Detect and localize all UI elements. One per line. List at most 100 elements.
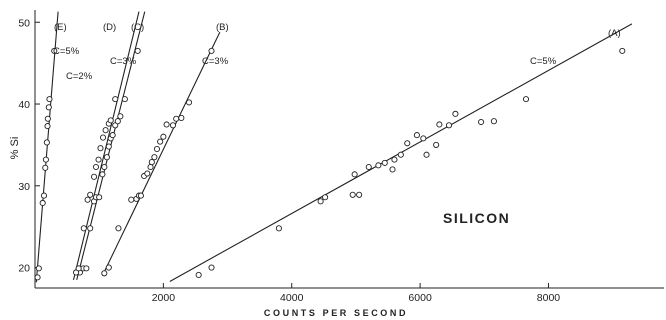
y-tick-label: 20 xyxy=(18,263,30,275)
data-point-e xyxy=(44,123,51,130)
y-tick-label: 40 xyxy=(18,99,30,111)
data-point-c xyxy=(117,113,124,120)
x-axis-label: COUNTS PER SECOND xyxy=(264,308,408,318)
data-point-b xyxy=(101,270,108,277)
fit-line-e xyxy=(35,11,59,283)
data-point-e xyxy=(42,156,49,163)
data-points xyxy=(34,47,626,281)
data-point-e xyxy=(39,199,46,207)
data-point-a xyxy=(420,135,427,142)
axes xyxy=(34,10,664,289)
y-axis-ticks: 20 30 40 50 xyxy=(18,17,40,275)
data-point-a xyxy=(351,171,358,178)
data-point-d xyxy=(84,196,91,203)
data-point-a xyxy=(375,162,382,169)
y-tick-label: 30 xyxy=(18,181,30,193)
data-point-d xyxy=(75,265,82,272)
series-name-e: (E) xyxy=(54,22,67,33)
data-point-e xyxy=(34,274,41,281)
series-name-b: (B) xyxy=(216,22,229,33)
data-point-e xyxy=(46,96,53,103)
data-point-d xyxy=(97,145,104,152)
data-point-b xyxy=(148,159,155,166)
data-point-e xyxy=(35,265,42,272)
data-point-d xyxy=(107,117,114,124)
series-name-d: (D) xyxy=(103,22,116,33)
data-point-d xyxy=(112,96,119,103)
data-point-a xyxy=(452,110,459,117)
data-point-a xyxy=(389,166,396,173)
data-point-a xyxy=(275,225,282,232)
data-point-e xyxy=(43,139,50,146)
data-point-c xyxy=(109,132,116,139)
data-point-d xyxy=(95,156,102,163)
data-point-b xyxy=(157,138,164,145)
data-point-d xyxy=(102,127,109,134)
x-tick-label: 4000 xyxy=(280,292,304,304)
data-point-d xyxy=(90,173,98,180)
data-point-b xyxy=(208,47,215,54)
data-point-a xyxy=(397,151,404,158)
data-point-a xyxy=(381,159,388,166)
data-point-b xyxy=(147,163,154,171)
series-annotation-b: C=3% xyxy=(202,56,229,67)
data-point-b xyxy=(144,170,151,177)
data-point-a xyxy=(365,163,372,171)
data-point-a xyxy=(490,118,497,125)
data-point-e xyxy=(45,104,52,111)
data-point-e xyxy=(44,115,51,122)
data-point-b xyxy=(160,133,167,140)
series-annotation-d: C=2% xyxy=(66,71,93,82)
data-point-a xyxy=(433,141,440,148)
data-point-a xyxy=(619,47,626,54)
data-point-c xyxy=(114,118,121,125)
data-point-b xyxy=(153,145,160,153)
data-point-c xyxy=(103,154,110,161)
data-point-b xyxy=(151,154,158,161)
series-name-a: (A) xyxy=(608,28,621,39)
data-point-a xyxy=(208,264,215,271)
x-axis-ticks: 2000 4000 6000 8000 xyxy=(152,283,561,304)
data-point-a xyxy=(322,194,329,201)
data-point-b xyxy=(169,122,177,129)
data-point-b xyxy=(128,196,135,203)
x-tick-label: 2000 xyxy=(152,292,176,304)
data-point-c xyxy=(83,265,90,272)
data-point-d xyxy=(92,163,100,171)
data-point-a xyxy=(478,118,485,126)
y-axis-label: % Si xyxy=(9,137,21,160)
data-point-a xyxy=(404,140,411,147)
data-point-d xyxy=(99,134,107,141)
fit-line-b xyxy=(101,31,221,276)
data-point-b xyxy=(185,99,193,106)
series-name-c: (C) xyxy=(131,22,144,33)
data-point-c xyxy=(121,96,128,103)
data-point-c xyxy=(101,163,108,171)
data-point-a xyxy=(522,96,530,103)
data-point-a xyxy=(356,191,363,198)
data-point-e xyxy=(51,47,58,54)
data-point-c xyxy=(87,225,94,232)
data-point-a xyxy=(195,271,202,278)
data-point-c xyxy=(96,194,103,201)
data-point-a xyxy=(413,132,420,139)
data-point-d xyxy=(87,191,94,198)
data-point-a xyxy=(349,191,356,198)
data-point-b xyxy=(163,121,170,128)
data-point-c xyxy=(105,143,112,150)
y-tick-label: 50 xyxy=(18,17,30,29)
data-point-e xyxy=(42,164,49,171)
series-labels: (A) C=5% (B) C=3% (C) C=3% (D) C=2% (E) C=5% xyxy=(53,22,621,82)
data-point-c xyxy=(134,47,141,54)
data-point-b xyxy=(178,114,185,121)
x-tick-label: 6000 xyxy=(408,292,432,304)
data-point-b xyxy=(115,225,122,232)
data-point-b xyxy=(137,192,144,199)
data-point-a xyxy=(436,121,443,128)
series-annotation-e: C=5% xyxy=(53,46,80,57)
x-tick-label: 8000 xyxy=(537,292,561,304)
chart-title: SILICON xyxy=(443,210,510,226)
data-point-a xyxy=(317,198,324,205)
data-point-b xyxy=(173,115,180,122)
